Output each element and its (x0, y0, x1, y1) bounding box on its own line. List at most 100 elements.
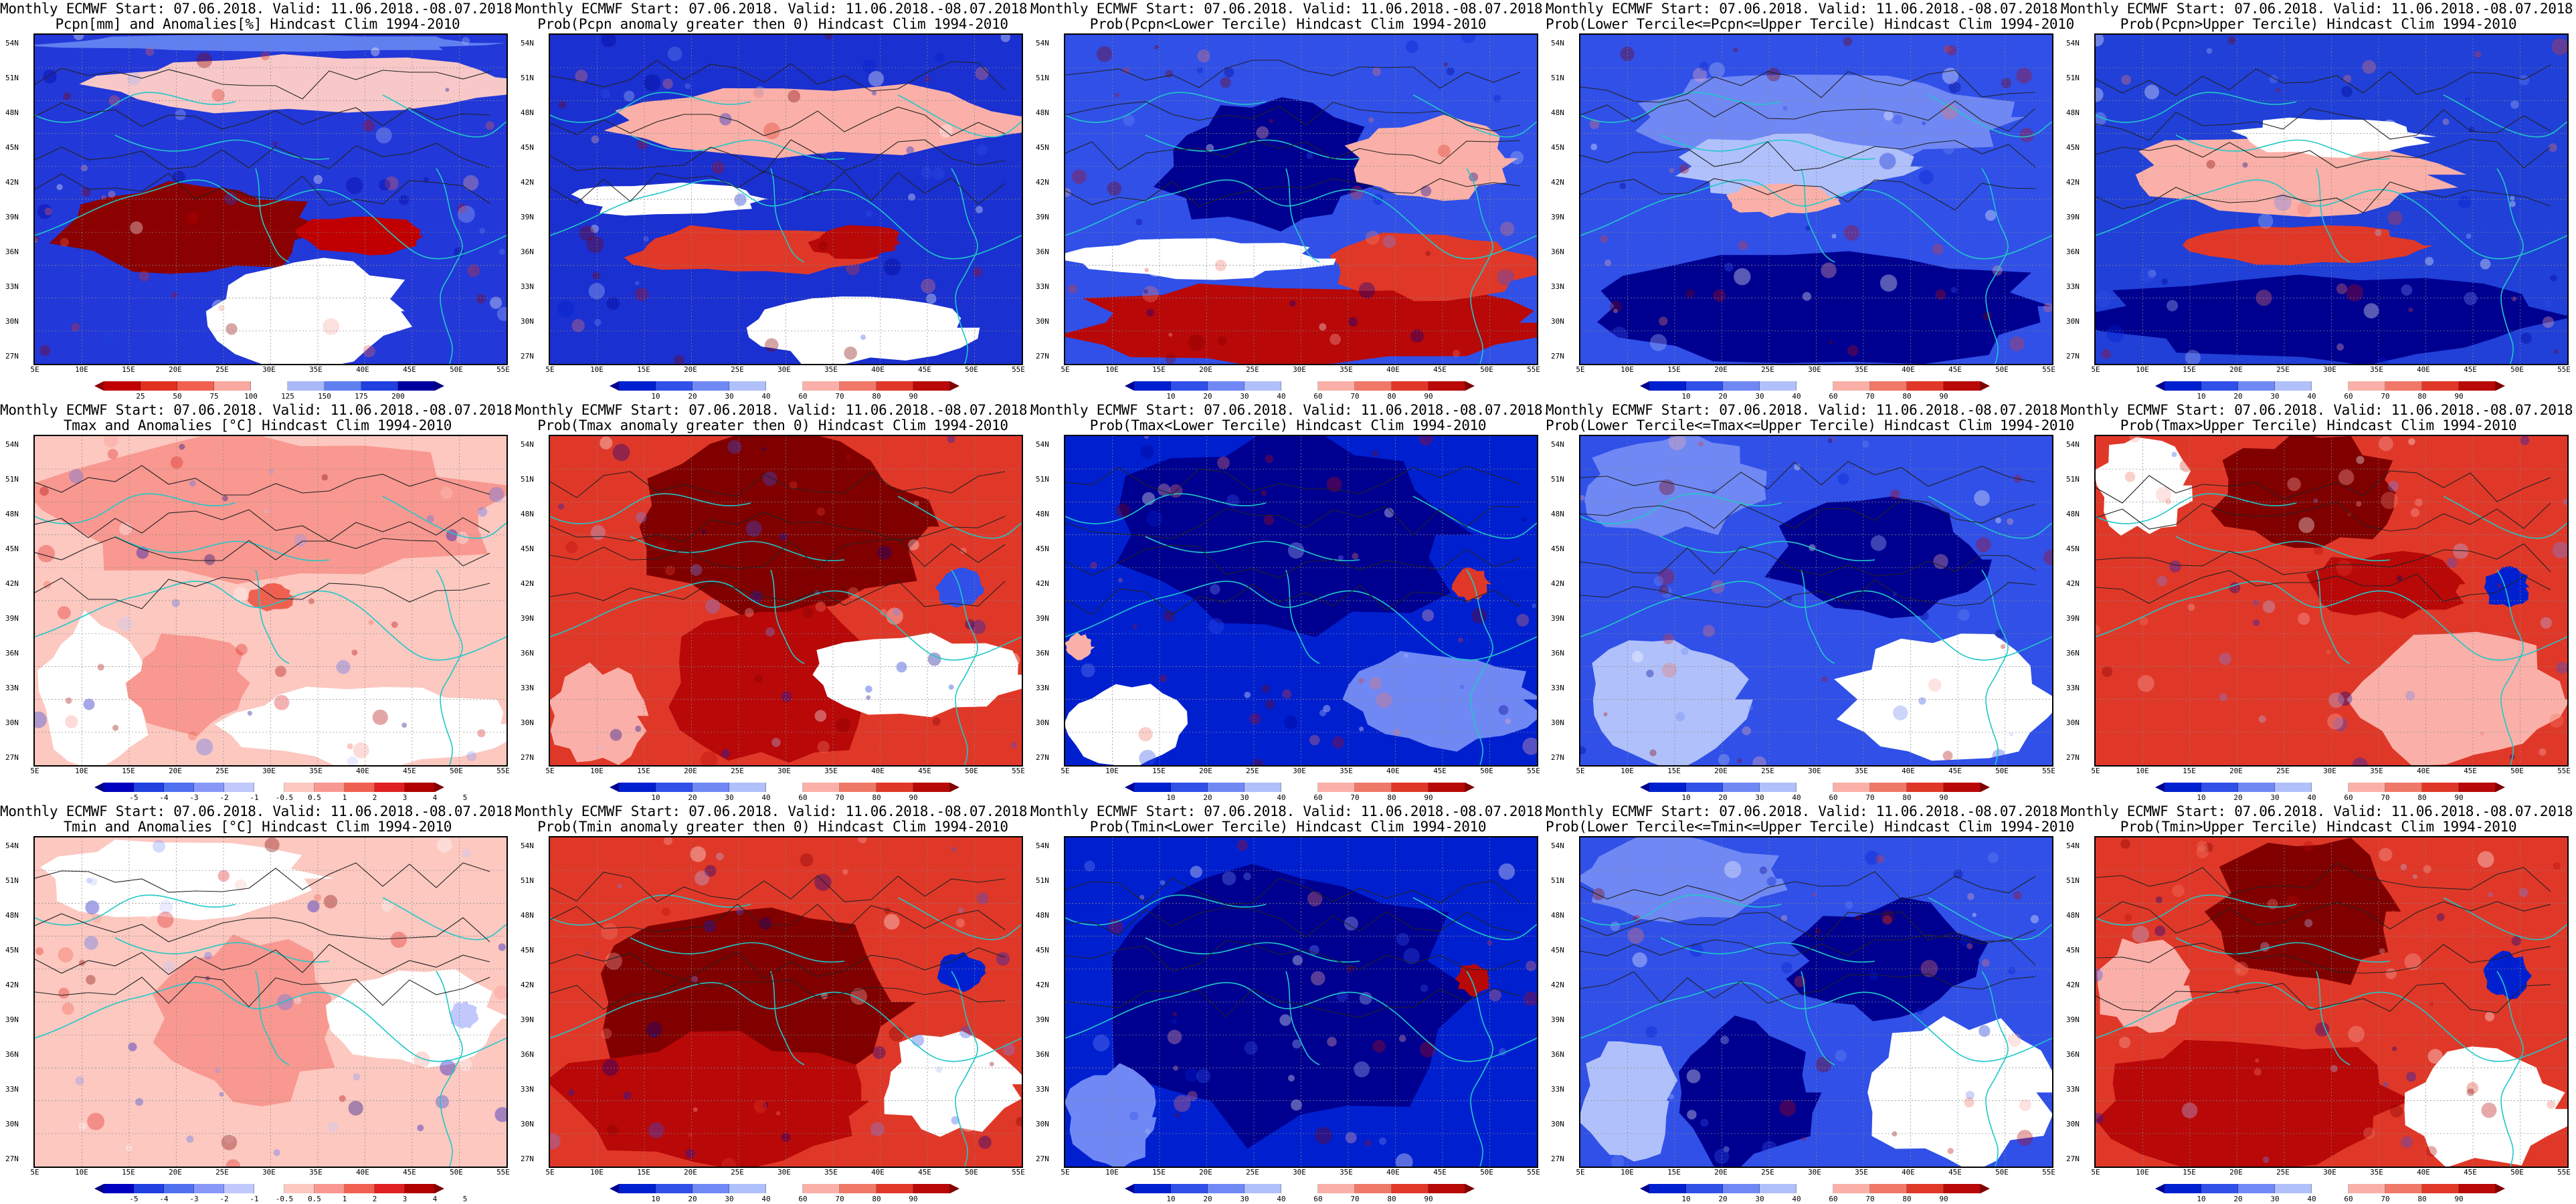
field-speckle (1265, 454, 1274, 464)
coastline (2096, 982, 2567, 1062)
field-speckle (2262, 600, 2276, 613)
field-speckle (2330, 1065, 2338, 1072)
field-speckle (1659, 479, 1675, 496)
field-speckle (234, 879, 247, 892)
colorbar-segment (2275, 783, 2312, 792)
colorbar-segment (1171, 1184, 1208, 1193)
lon-label: 5E (30, 1168, 39, 1177)
contour-line (1065, 60, 1521, 89)
lon-label: 10E (1621, 365, 1634, 374)
field-speckle (2363, 303, 2379, 319)
coastline (2316, 971, 2351, 1066)
lon-label: 20E (1714, 365, 1728, 374)
lon-label: 20E (1199, 1168, 1212, 1177)
field-speckle (1163, 610, 1175, 622)
field-speckle (1709, 638, 1718, 647)
field-speckle (814, 710, 827, 722)
field-speckle (1309, 734, 1320, 746)
field-speckle (635, 281, 640, 286)
colorbar-arrow-left (94, 381, 104, 391)
colorbar-segment (729, 1184, 766, 1193)
lat-label: 39N (2066, 1015, 2080, 1024)
coastline (1065, 92, 1267, 123)
coastline (951, 971, 978, 1167)
field-speckle (2362, 60, 2377, 74)
map-panel: Monthly ECMWF Start: 07.06.2018. Valid: … (0, 803, 521, 1204)
coastline (1580, 179, 2052, 260)
field-speckle (1610, 921, 1620, 931)
field-speckle (1865, 850, 1879, 865)
lat-label: 45N (5, 544, 19, 553)
colorbar-segment (729, 381, 766, 391)
colorbar-segment (164, 1184, 194, 1193)
field-speckle (598, 746, 603, 750)
field-speckle (1498, 863, 1515, 880)
field-speckle (435, 1095, 450, 1109)
field-speckle (292, 245, 302, 254)
field-speckle (125, 1144, 132, 1151)
coastline (951, 569, 978, 765)
coastline (1580, 894, 1782, 926)
field-speckle (1759, 866, 1768, 874)
field-speckle (701, 528, 707, 534)
coastline (1801, 971, 1835, 1066)
colorbar-tick-label: 70 (1350, 793, 1360, 802)
field-speckle (1133, 624, 1137, 629)
field-speckle (1720, 1035, 1729, 1045)
colorbar-arrow-right (1981, 1184, 1990, 1193)
colorbar-arrow-right (1465, 783, 1475, 792)
colorbar-segment (803, 783, 840, 792)
field-speckle (89, 878, 98, 886)
lon-label: 25E (1246, 767, 1259, 775)
field-speckle (884, 907, 891, 914)
colorbar-tick-label: 90 (1939, 1195, 1948, 1203)
colorbar-segment (194, 783, 224, 792)
lon-label: 10E (1105, 1168, 1119, 1177)
field-speckle (2377, 357, 2389, 364)
lat-label: 42N (1036, 981, 1049, 989)
field-speckle (274, 695, 290, 710)
field-speckle (2385, 968, 2397, 979)
field-speckle (893, 607, 901, 616)
field-speckle (1928, 678, 1942, 692)
colorbar-ticks: 10 20 30 40 60 70 80 90 (1134, 793, 1465, 803)
field-speckle (2341, 86, 2353, 98)
field-speckle (1160, 506, 1170, 516)
lon-label: 30E (777, 767, 791, 775)
panel-title-line1: Monthly ECMWF Start: 07.06.2018. Valid: … (1030, 803, 1551, 819)
field-speckle (1892, 114, 1903, 125)
lat-label: 48N (2066, 911, 2080, 920)
field-speckle (2096, 625, 2101, 634)
field-speckle (2448, 941, 2462, 955)
field-speckle (2313, 498, 2318, 503)
colorbar-segment (2422, 1184, 2459, 1193)
field-speckle (1653, 576, 1664, 586)
lon-label: 45E (1433, 767, 1447, 775)
colorbar-segment (104, 783, 134, 792)
field-speckle (2551, 38, 2567, 56)
colorbar-tick-label: 30 (2270, 1195, 2280, 1203)
field-speckle (1786, 512, 1794, 520)
map-plot-area (2094, 33, 2569, 365)
field-speckle (754, 86, 765, 97)
colorbar-tick-label: 4 (432, 1195, 438, 1203)
field-speckle (1146, 308, 1154, 317)
field-speckle (58, 606, 71, 619)
map-panel: Monthly ECMWF Start: 07.06.2018. Valid: … (1546, 803, 2074, 1204)
field-speckle (1220, 77, 1231, 88)
colorbar-segment (2238, 381, 2275, 391)
field-speckle (1522, 516, 1528, 522)
field-speckle (975, 66, 989, 80)
colorbar-tick-label: 200 (391, 392, 405, 401)
colorbar-segment (1134, 1184, 1171, 1193)
field-speckle (800, 853, 814, 867)
lat-label: 36N (2066, 247, 2080, 256)
colorbar-arrow-right (435, 783, 444, 792)
colorbar-ticks: 10 20 30 40 60 70 80 90 (1134, 392, 1465, 401)
field-speckle (323, 894, 338, 909)
field-speckle (2496, 583, 2502, 589)
coastline (35, 982, 507, 1062)
colorbar-tick-label: 60 (2344, 1195, 2353, 1203)
field-speckle (2137, 675, 2154, 692)
field-speckle (1469, 172, 1479, 182)
